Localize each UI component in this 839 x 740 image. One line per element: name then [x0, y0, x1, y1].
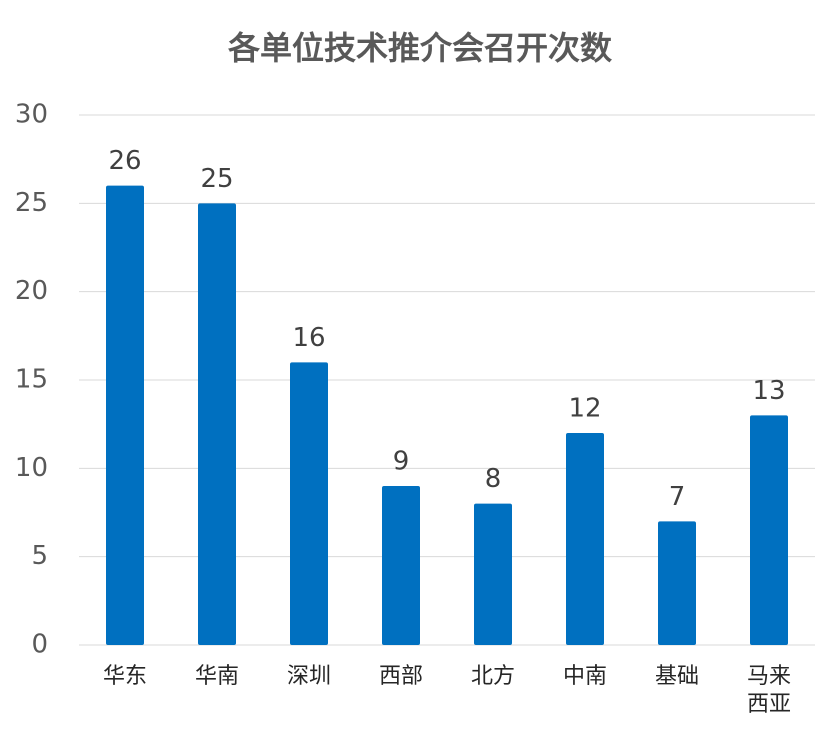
chart-title: 各单位技术推介会召开次数	[228, 29, 613, 67]
data-label: 16	[292, 323, 325, 353]
x-tick-label: 北方	[470, 664, 515, 689]
data-label: 7	[669, 482, 686, 512]
bar	[658, 521, 696, 645]
x-tick-label: 基础	[654, 664, 699, 689]
bar	[382, 486, 420, 645]
x-tick-label: 华南	[194, 664, 239, 689]
y-tick-label: 15	[15, 365, 48, 395]
bar	[290, 362, 328, 645]
x-tick-label: 西部	[378, 664, 423, 689]
y-tick-label: 20	[15, 276, 48, 306]
y-tick-label: 0	[31, 630, 48, 660]
data-label: 8	[485, 464, 502, 494]
data-label: 25	[200, 164, 233, 194]
bar	[750, 415, 788, 645]
bar	[474, 503, 512, 645]
bar	[566, 433, 604, 645]
x-tick-label: 中南	[562, 664, 607, 689]
y-tick-label: 10	[15, 453, 48, 483]
data-label: 12	[568, 394, 601, 424]
y-tick-label: 5	[31, 541, 48, 571]
bar	[106, 185, 144, 645]
y-tick-label: 25	[15, 188, 48, 218]
data-label: 26	[108, 146, 141, 176]
data-label: 13	[752, 376, 785, 406]
bar	[198, 203, 236, 646]
y-tick-label: 30	[15, 100, 48, 130]
x-tick-label: 马来西亚	[746, 664, 791, 717]
x-tick-label: 华东	[102, 664, 147, 689]
x-tick-label: 深圳	[286, 664, 331, 689]
data-label: 9	[393, 447, 410, 477]
